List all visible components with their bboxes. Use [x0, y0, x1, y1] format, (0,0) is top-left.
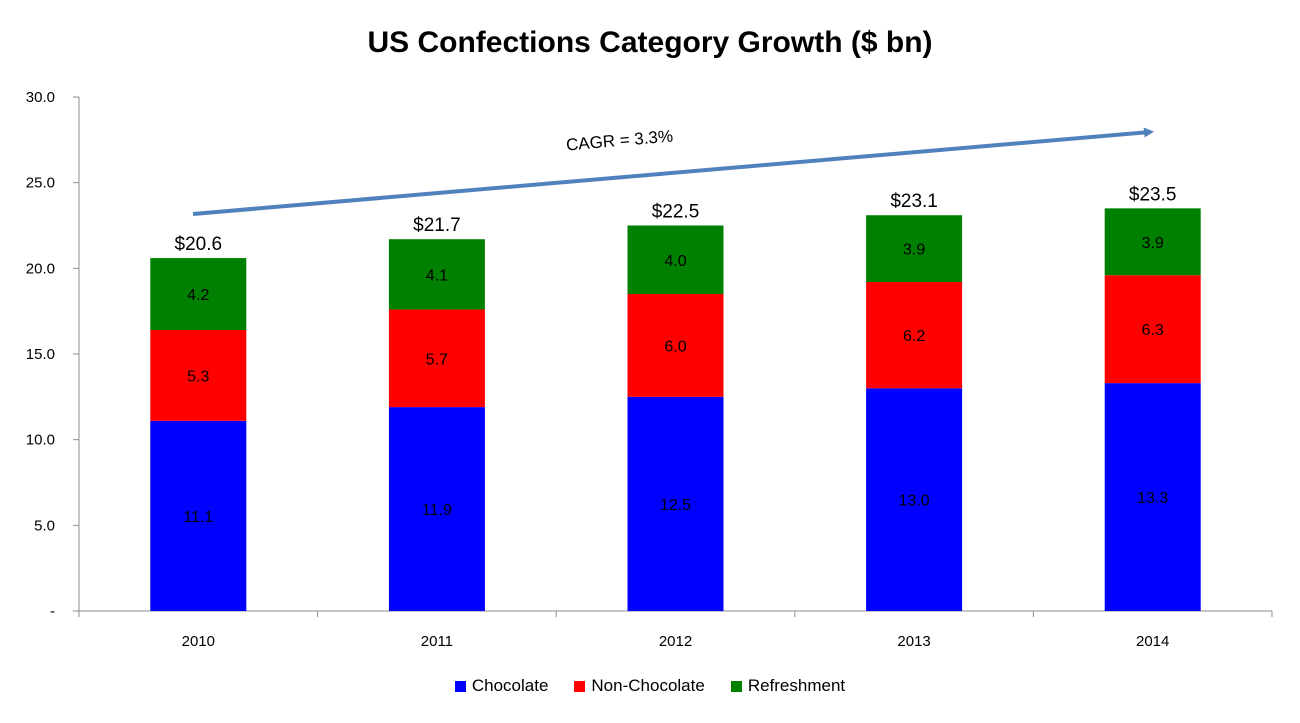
data-label-non-chocolate-2011: 5.7	[426, 351, 448, 368]
data-label-refreshment-2010: 4.2	[187, 287, 209, 304]
bar-non-chocolate-2014	[1104, 275, 1201, 384]
y-tick-label: 20.0	[26, 260, 55, 277]
legend-label-chocolate: Chocolate	[471, 676, 549, 695]
data-label-chocolate-2014: 13.3	[1137, 490, 1168, 507]
x-tick-label-2012: 2012	[659, 633, 692, 650]
total-label-2011: $21.7	[413, 215, 461, 236]
cagr-annotation: CAGR = 3.3%	[565, 126, 673, 154]
data-label-chocolate-2013: 13.0	[899, 493, 930, 510]
legend-item-chocolate: Chocolate	[454, 676, 549, 696]
bar-non-chocolate-2010	[150, 330, 247, 421]
bar-chocolate-2010	[150, 420, 247, 611]
legend-item-refreshment: Refreshment	[730, 676, 846, 696]
legend-label-refreshment: Refreshment	[747, 676, 846, 695]
y-tick-label: 30.0	[26, 89, 55, 106]
y-tick-label: 25.0	[26, 175, 55, 192]
bar-non-chocolate-2013	[866, 282, 963, 389]
data-label-refreshment-2012: 4.0	[664, 253, 686, 270]
legend-swatch-chocolate	[454, 680, 466, 692]
data-label-non-chocolate-2010: 5.3	[187, 368, 209, 385]
x-tick-label-2010: 2010	[182, 633, 215, 650]
bar-non-chocolate-2012	[627, 294, 724, 397]
bar-chocolate-2013	[866, 388, 963, 611]
y-tick-label: 5.0	[34, 517, 55, 534]
x-tick-label-2011: 2011	[421, 633, 453, 650]
total-label-2010: $20.6	[175, 234, 223, 255]
data-label-chocolate-2012: 12.5	[660, 497, 691, 514]
total-label-2014: $23.5	[1129, 184, 1177, 205]
data-label-non-chocolate-2012: 6.0	[664, 338, 686, 355]
total-label-2013: $23.1	[890, 191, 938, 212]
bar-refreshment-2010	[150, 258, 247, 331]
x-tick-label-2013: 2013	[897, 633, 930, 650]
chart-title: US Confections Category Growth ($ bn)	[367, 26, 933, 59]
legend-label-non-chocolate: Non-Chocolate	[591, 676, 705, 695]
y-tick-label: -	[50, 603, 55, 620]
legend: Chocolate Non-Chocolate Refreshment	[0, 676, 1300, 696]
x-tick-label-2014: 2014	[1136, 633, 1169, 650]
bar-refreshment-2013	[866, 215, 963, 283]
y-tick-label: 10.0	[26, 432, 55, 449]
data-label-non-chocolate-2014: 6.3	[1142, 322, 1164, 339]
data-label-chocolate-2011: 11.9	[422, 502, 452, 519]
y-tick-label: 15.0	[26, 346, 55, 363]
legend-swatch-refreshment	[730, 680, 742, 692]
bar-chocolate-2014	[1104, 383, 1201, 611]
bar-chocolate-2011	[388, 407, 485, 611]
bar-chocolate-2012	[627, 396, 724, 611]
bar-refreshment-2012	[627, 225, 724, 295]
cagr-arrow	[192, 127, 1154, 216]
bar-non-chocolate-2011	[388, 309, 485, 408]
total-label-2012: $22.5	[652, 202, 700, 223]
data-label-refreshment-2013: 3.9	[903, 242, 925, 259]
bar-refreshment-2014	[1104, 208, 1201, 276]
data-label-chocolate-2010: 11.1	[183, 509, 213, 526]
data-label-non-chocolate-2013: 6.2	[903, 328, 925, 345]
data-label-refreshment-2011: 4.1	[426, 267, 448, 284]
legend-item-non-chocolate: Non-Chocolate	[574, 676, 705, 696]
legend-swatch-non-chocolate	[574, 680, 586, 692]
data-label-refreshment-2014: 3.9	[1142, 235, 1164, 252]
bar-refreshment-2011	[388, 239, 485, 310]
